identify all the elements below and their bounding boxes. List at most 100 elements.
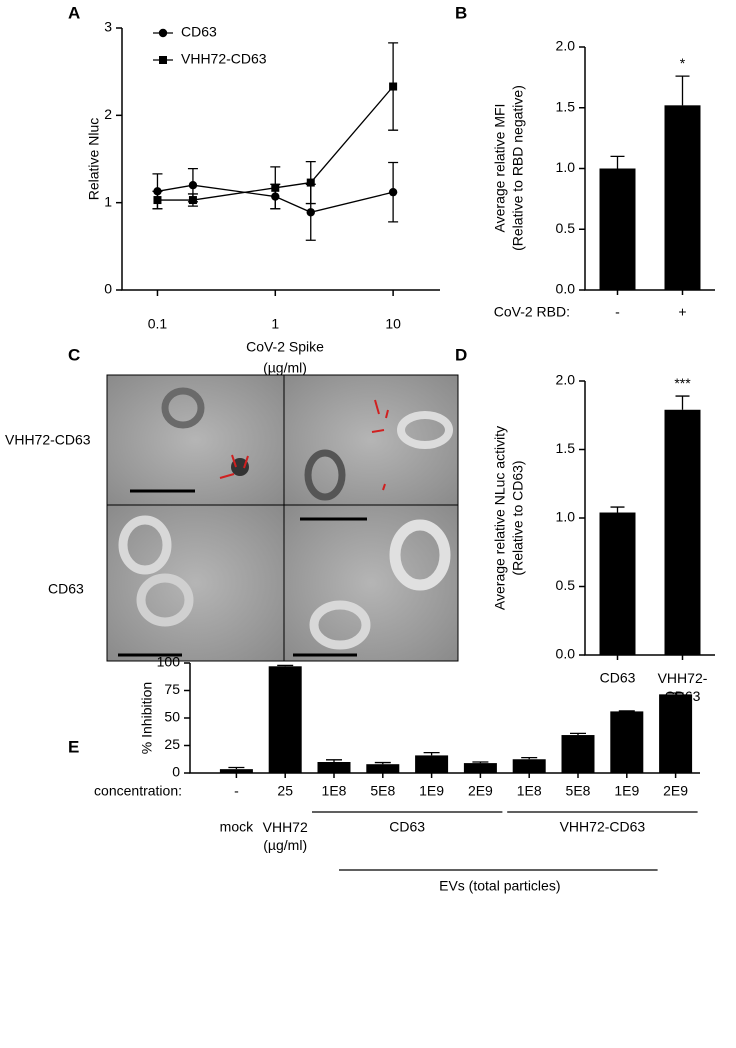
y-axis-label: Relative Nluc <box>86 118 102 200</box>
x-tick-label: 2E9 <box>663 783 688 799</box>
x-tick-label: 1E9 <box>614 783 639 799</box>
error-bar <box>228 766 245 770</box>
marker <box>306 208 315 217</box>
marker <box>306 178 315 187</box>
error-bar <box>618 710 635 712</box>
vesicle <box>118 515 172 575</box>
bar <box>664 105 701 290</box>
marker <box>271 183 280 192</box>
significance: *** <box>674 375 691 391</box>
error-bar <box>570 732 586 736</box>
bar <box>317 762 351 773</box>
y-axis-label: Average relative NLuc activity <box>492 426 508 610</box>
bar <box>561 735 595 773</box>
row-label: VHH72-CD63 <box>5 432 91 448</box>
x-tick-label: 1E9 <box>419 783 444 799</box>
bar <box>512 759 546 773</box>
marker <box>389 82 398 91</box>
micrograph-grid <box>106 374 459 662</box>
y-tick-label: 0 <box>104 281 112 297</box>
y-tick-label: 0.5 <box>556 220 576 236</box>
group-label: mock <box>220 819 254 835</box>
bar <box>664 409 701 655</box>
panel-letter: D <box>455 345 467 364</box>
x-tick-label: 1E8 <box>517 783 542 799</box>
group-label: VHH72-CD63 <box>560 819 646 835</box>
axis-line <box>121 28 440 291</box>
y-tick-label: 2.0 <box>556 38 576 54</box>
micrograph <box>106 504 285 662</box>
x-tick-label: 1 <box>271 316 279 332</box>
vesicle <box>309 600 371 650</box>
y-tick-label: 3 <box>104 19 112 35</box>
error-bar <box>152 173 163 210</box>
y-tick-label: 1.0 <box>556 509 576 525</box>
marker <box>153 196 162 205</box>
y-tick-label: 1.0 <box>556 159 576 175</box>
marker <box>388 187 398 197</box>
bar <box>268 666 302 773</box>
x-tick-label: 5E8 <box>566 783 591 799</box>
x-tick-label: 2E9 <box>468 783 493 799</box>
error-bar <box>374 761 391 765</box>
error-bar <box>277 664 294 667</box>
group-label: CD63 <box>389 819 425 835</box>
error-bar <box>326 759 342 762</box>
vesicle <box>136 573 194 627</box>
bar <box>610 711 644 773</box>
x-tick-label: 0.1 <box>148 316 168 332</box>
y-tick-label: 1 <box>104 193 112 209</box>
error-bar <box>675 395 690 410</box>
y-tick-label: 2.0 <box>556 372 576 388</box>
legend-label: VHH72-CD63 <box>181 51 267 67</box>
vesicle <box>161 387 205 429</box>
bar <box>366 764 400 773</box>
vesicle <box>397 411 453 449</box>
legend-label: CD63 <box>181 24 217 40</box>
x-tick-label: + <box>678 304 686 320</box>
vesicle <box>389 519 451 591</box>
panel-letter: A <box>68 3 80 22</box>
bar <box>599 512 636 655</box>
marker <box>188 181 198 190</box>
y-tick-label: 100 <box>157 654 181 670</box>
error-bar <box>521 756 538 760</box>
x-tick-label: 5E8 <box>370 783 395 799</box>
x-tick-label: - <box>234 783 239 799</box>
significance: * <box>680 55 686 71</box>
error-bar <box>388 161 399 223</box>
row-label: CD63 <box>48 581 84 597</box>
bar <box>463 763 497 773</box>
marker <box>188 196 197 205</box>
bar <box>415 755 449 773</box>
x-tick-label: - <box>615 304 620 320</box>
error-bar <box>675 75 690 106</box>
y-axis-label: % Inhibition <box>139 682 155 754</box>
bar <box>219 769 253 773</box>
vesicle <box>304 449 346 501</box>
y-tick-label: 0.0 <box>556 281 576 297</box>
error-bar <box>187 167 198 203</box>
x-axis-label: concentration: <box>94 783 182 799</box>
error-bar <box>610 155 625 169</box>
x-tick-label: 10 <box>385 316 401 332</box>
bar <box>659 694 693 773</box>
x-tick-label: 25 <box>277 783 293 799</box>
y-tick-label: 0.0 <box>556 646 576 662</box>
x-tick-label: CD63 <box>600 670 636 686</box>
x-tick-label: 1E8 <box>322 783 347 799</box>
y-axis-label: (Relative to CD63) <box>510 460 526 575</box>
x-axis-label: (µg/ml) <box>263 360 307 376</box>
y-tick-label: 50 <box>164 709 180 725</box>
y-tick-label: 1.5 <box>556 440 576 456</box>
error-bar <box>610 506 625 513</box>
y-tick-label: 75 <box>164 681 180 697</box>
error-bar <box>388 42 399 131</box>
panel-letter: E <box>68 737 79 756</box>
group-label: VHH72 (µg/ml) <box>263 819 308 853</box>
group-label: EVs (total particles) <box>439 878 560 894</box>
y-tick-label: 0 <box>172 764 180 780</box>
x-axis-label: CoV-2 RBD: <box>494 304 570 320</box>
micrograph <box>283 374 459 506</box>
